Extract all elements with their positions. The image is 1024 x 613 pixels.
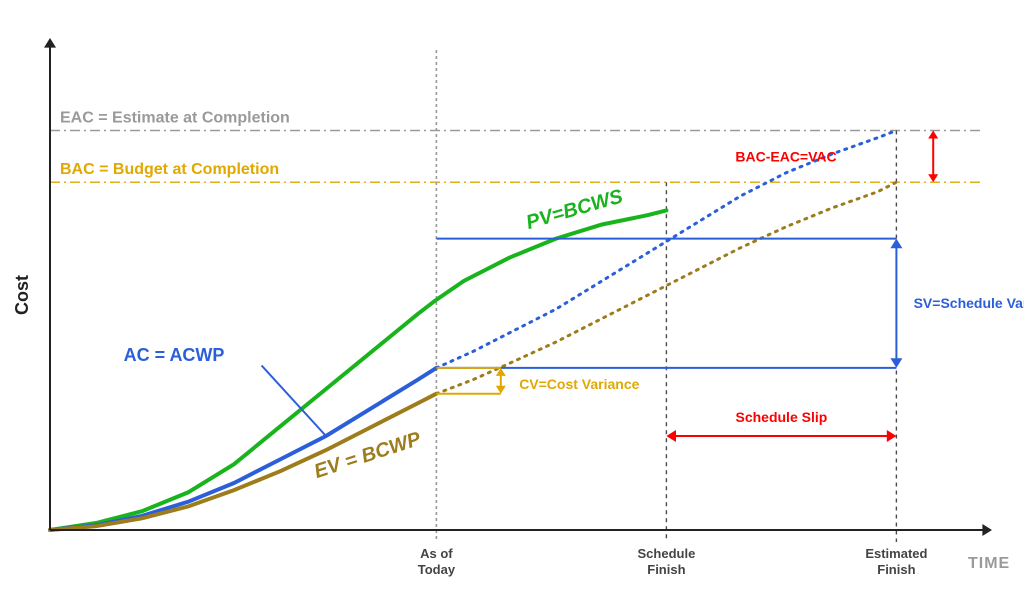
sv-label: SV=Schedule Variance [914, 295, 1024, 311]
svg-text:Finish: Finish [877, 562, 915, 577]
eac-label: EAC = Estimate at Completion [60, 110, 290, 127]
ac-label: AC = ACWP [124, 345, 225, 365]
vac-label: BAC-EAC=VAC [735, 148, 836, 164]
pv-curve [50, 210, 666, 530]
x-axis-label: TIME [968, 555, 1010, 572]
bac-label: BAC = Budget at Completion [60, 161, 279, 178]
schedule-slip-label: Schedule Slip [735, 409, 827, 425]
schedFin-caption: Schedule [638, 546, 696, 561]
ac-pointer [262, 366, 326, 437]
estFin-caption: Estimated [865, 546, 927, 561]
cv-label: CV=Cost Variance [519, 376, 639, 392]
pv-label: PV=BCWS [524, 185, 626, 234]
y-axis-label: Cost [12, 275, 32, 315]
today-caption: As of [420, 546, 453, 561]
svg-text:Today: Today [418, 562, 456, 577]
svg-text:Finish: Finish [647, 562, 685, 577]
